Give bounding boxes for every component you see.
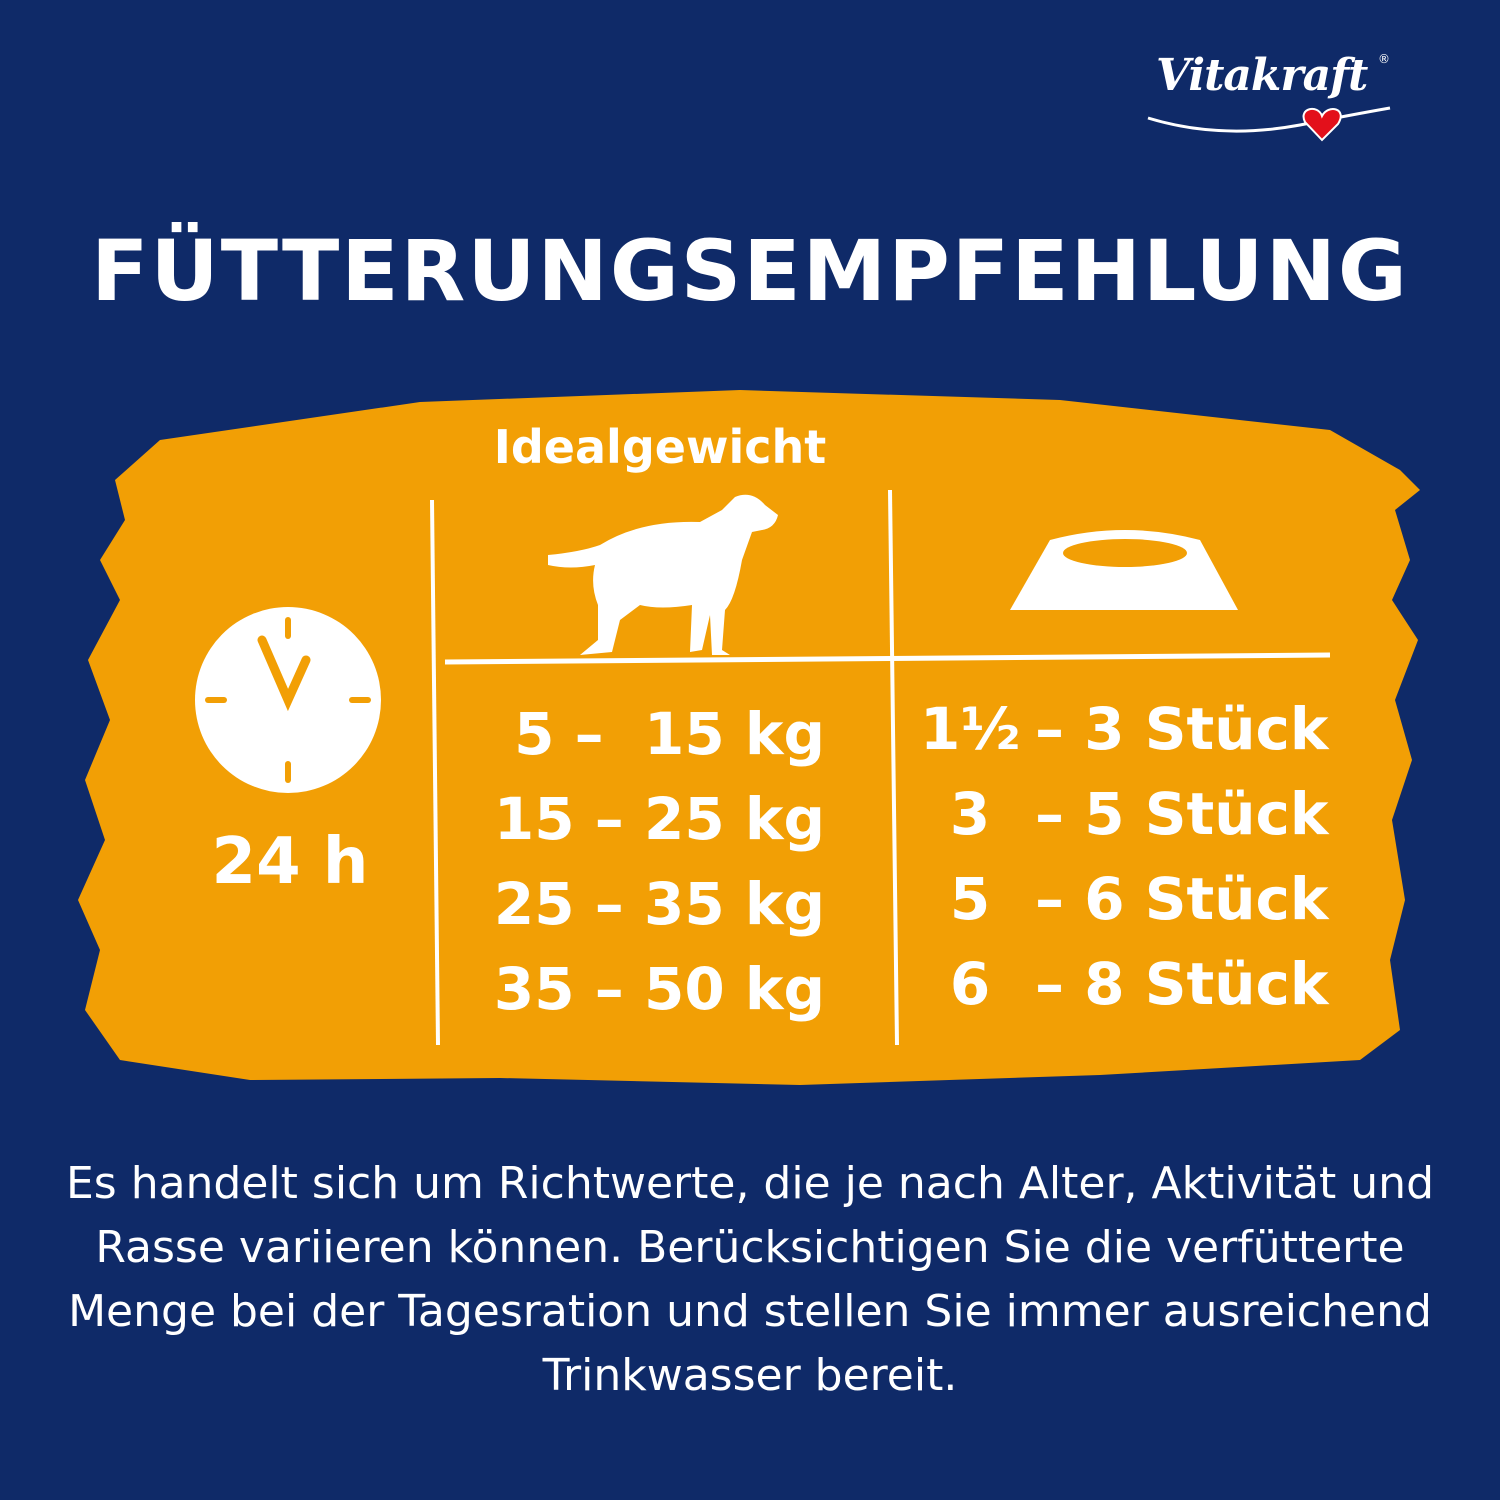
amount-from: 5 (949, 865, 991, 933)
registered-mark: ® (1378, 52, 1390, 66)
weight-range: 5 – 15 kg (514, 700, 825, 768)
amount-from: 1½ (920, 695, 1021, 763)
divider-horizontal (444, 652, 1331, 665)
amount-from: 3 (949, 780, 991, 848)
vitakraft-logo: Vitakraft ® (1140, 50, 1400, 160)
food-bowl-icon (1010, 530, 1238, 610)
divider-right (888, 489, 899, 1046)
weight-range: 15 – 25 kg (493, 785, 825, 853)
page-title: FÜTTERUNGSEMPFEHLUNG (91, 222, 1409, 320)
amount-to: – 3 Stück (1035, 695, 1329, 763)
amount-from: 6 (949, 950, 991, 1018)
feeding-note: Es handelt sich um Richtwerte, die je na… (65, 1158, 1435, 1401)
logo-text: Vitakraft (1156, 50, 1368, 101)
amount-to: – 8 Stück (1035, 950, 1329, 1018)
amount-to: – 6 Stück (1035, 865, 1329, 933)
clock-icon (195, 607, 381, 793)
divider-left (430, 499, 440, 1046)
weight-range: 35 – 50 kg (493, 955, 825, 1023)
amount-to: – 5 Stück (1035, 780, 1329, 848)
weight-header: Idealgewicht (493, 420, 827, 474)
heart-swoosh-icon (1147, 106, 1391, 142)
weight-range: 25 – 35 kg (493, 870, 825, 938)
period-label: 24 h (211, 825, 369, 899)
dog-icon (548, 494, 778, 655)
